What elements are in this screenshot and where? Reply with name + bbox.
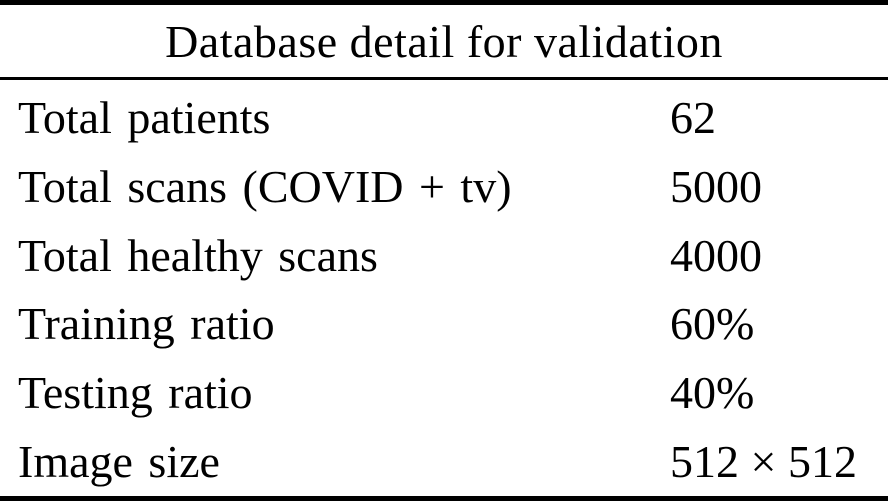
row-value: 512 × 512 xyxy=(670,435,857,487)
row-label: Image size xyxy=(18,435,220,487)
row-value: 60% xyxy=(670,298,755,350)
row-label: Testing ratio xyxy=(18,367,253,419)
table-row: Total scans (COVID + tv) 5000 xyxy=(0,153,888,222)
table-row: Testing ratio 40% xyxy=(0,359,888,428)
row-label: Training ratio xyxy=(18,298,275,350)
row-value: 62 xyxy=(670,92,716,144)
table-row: Total patients 62 xyxy=(0,84,888,153)
table-title: Database detail for validation xyxy=(165,16,723,67)
table-row: Image size 512 × 512 xyxy=(0,427,888,496)
table-body: Total patients 62 Total scans (COVID + t… xyxy=(0,80,888,496)
row-value: 4000 xyxy=(670,229,762,281)
row-value: 5000 xyxy=(670,161,762,212)
table-header: Database detail for validation xyxy=(0,5,888,80)
row-label: Total healthy scans xyxy=(18,229,378,281)
row-label: Total scans (COVID + tv) xyxy=(18,161,512,212)
table-row: Total healthy scans 4000 xyxy=(0,221,888,290)
table-row: Training ratio 60% xyxy=(0,290,888,359)
row-value: 40% xyxy=(670,367,755,419)
row-label: Total patients xyxy=(18,92,271,144)
